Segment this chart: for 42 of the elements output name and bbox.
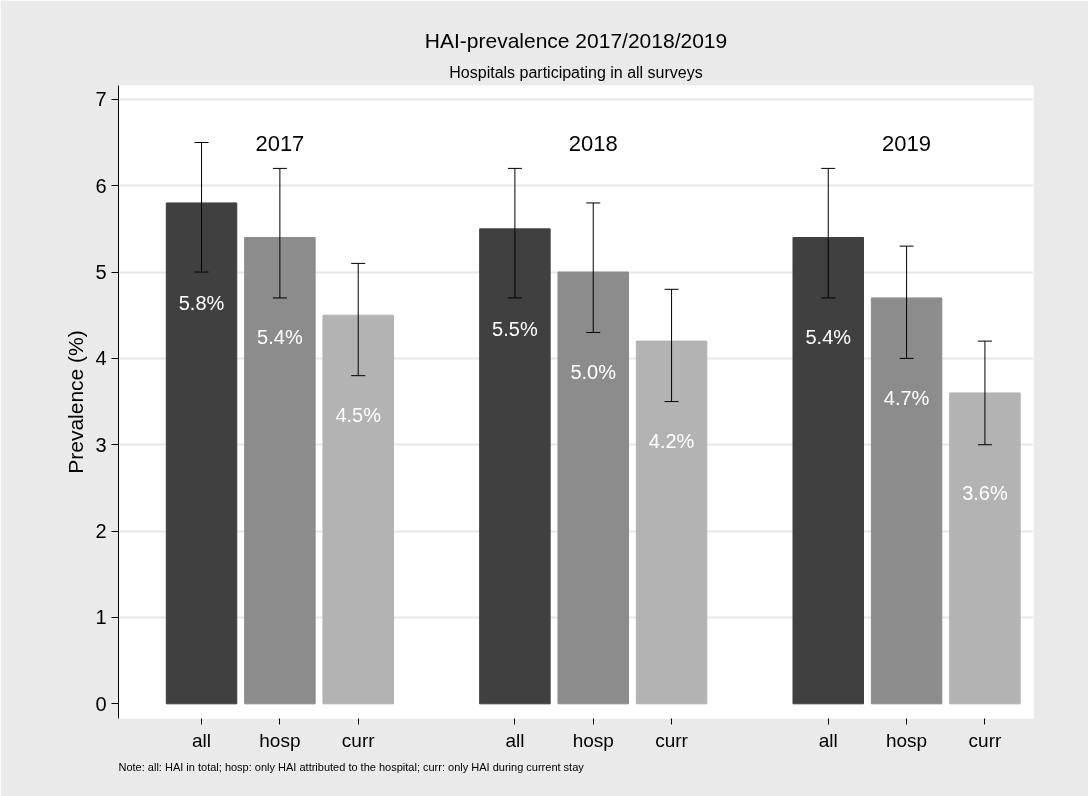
data-label: 5.4% bbox=[257, 326, 303, 349]
data-label: 4.5% bbox=[335, 404, 382, 427]
y-tick-label: 1 bbox=[95, 606, 107, 629]
y-tick-label: 4 bbox=[95, 347, 107, 370]
chart-title: HAI-prevalence 2017/2018/2019 bbox=[424, 28, 728, 52]
data-label: 5.8% bbox=[178, 291, 225, 314]
y-tick-label: 6 bbox=[95, 174, 107, 197]
chart-subtitle: Hospitals participating in all surveys bbox=[449, 63, 703, 81]
x-tick-label: hosp bbox=[259, 729, 301, 751]
bar bbox=[870, 297, 943, 705]
bar bbox=[949, 392, 1021, 705]
y-tick-label: 2 bbox=[95, 520, 107, 543]
y-axis-title: Prevalence (%) bbox=[64, 330, 88, 474]
x-tick-label: hosp bbox=[885, 729, 928, 751]
bar bbox=[792, 236, 864, 705]
bar bbox=[244, 236, 316, 705]
annotation: 2018 bbox=[568, 131, 618, 156]
x-tick-label: curr bbox=[341, 729, 376, 751]
data-label: 5.4% bbox=[805, 326, 852, 349]
x-tick-label: curr bbox=[968, 729, 1002, 751]
x-tick-label: hosp bbox=[572, 729, 614, 751]
bar bbox=[479, 228, 551, 705]
annotation: 2017 bbox=[255, 131, 305, 156]
y-tick-label: 7 bbox=[95, 88, 107, 111]
x-tick-label: all bbox=[505, 729, 525, 751]
y-tick-label: 5 bbox=[95, 261, 107, 284]
x-tick-label: all bbox=[818, 729, 838, 751]
data-label: 5.5% bbox=[492, 317, 538, 340]
bar bbox=[322, 314, 394, 705]
data-label: 4.2% bbox=[648, 430, 695, 453]
x-tick-label: curr bbox=[655, 729, 689, 751]
bar bbox=[165, 202, 238, 705]
annotation: 2019 bbox=[882, 131, 932, 156]
bar bbox=[557, 271, 629, 705]
bar bbox=[635, 340, 708, 705]
text: Note: all: HAI in total; hosp: only HAI attributed to the hospital; curr: only HAI during current stay bbox=[118, 760, 585, 773]
data-label: 4.7% bbox=[883, 386, 930, 409]
x-tick-label: all bbox=[192, 729, 212, 751]
data-label: 3.6% bbox=[962, 481, 1008, 504]
y-tick-label: 0 bbox=[95, 692, 107, 715]
y-tick-label: 3 bbox=[95, 433, 107, 456]
data-label: 5.0% bbox=[570, 361, 617, 384]
